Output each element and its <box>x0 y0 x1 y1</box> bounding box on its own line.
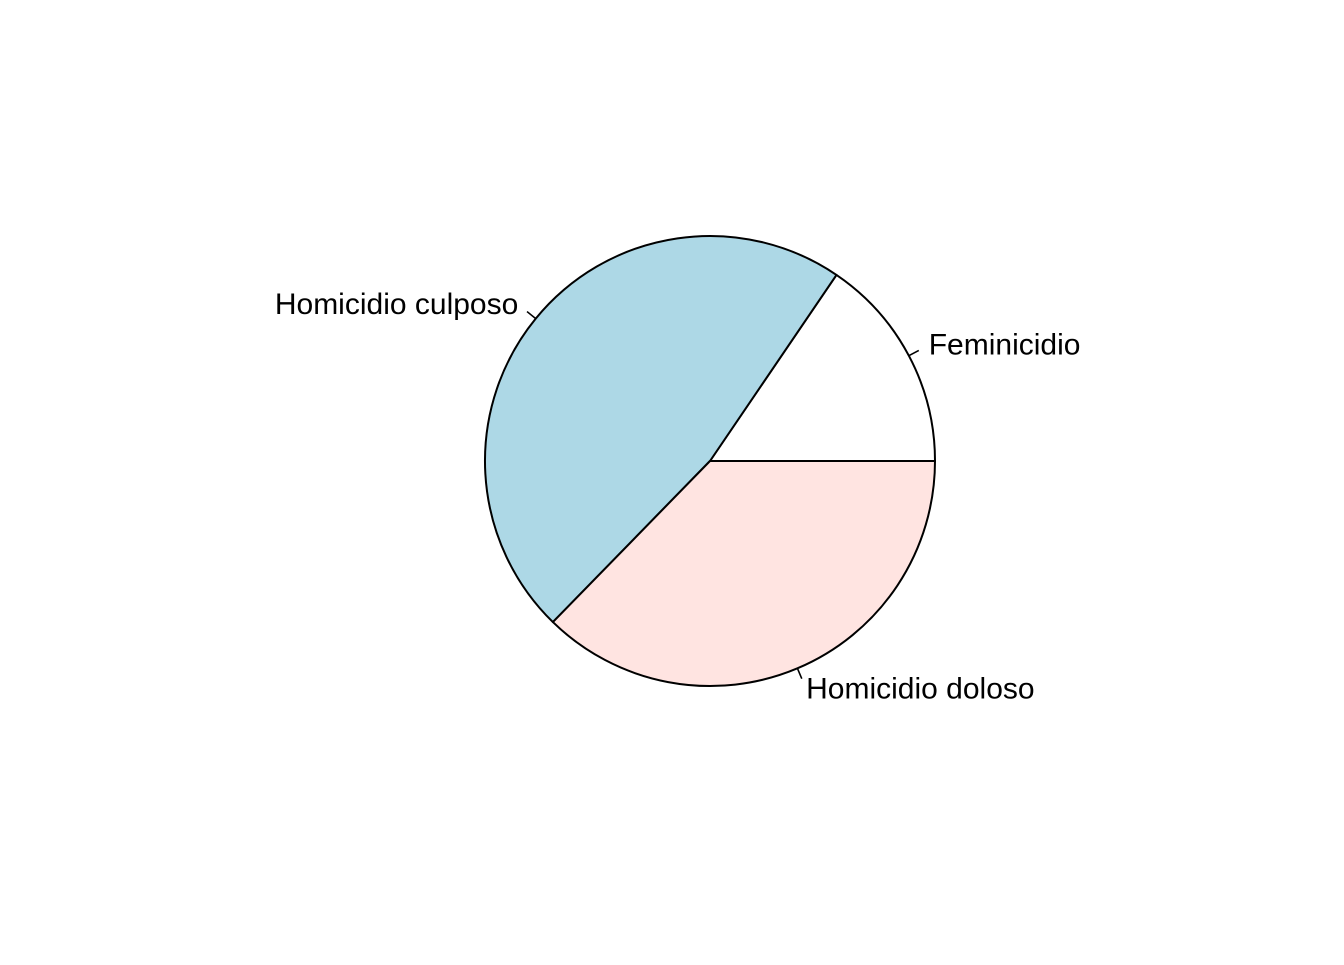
labels-layer: Feminicidio Homicidio culposo Homicidio do… <box>275 288 1081 706</box>
slice-label-feminicidio: Feminicidio <box>929 329 1081 362</box>
pie-slice-homicidio-doloso <box>551 460 936 687</box>
slices-layer <box>484 234 936 687</box>
label-ticks-layer <box>526 310 920 680</box>
pie-slice-feminicidio <box>709 273 936 462</box>
label-tick-feminicidio <box>908 349 920 357</box>
label-tick-homicidio-doloso <box>796 668 803 680</box>
label-tick-homicidio-culposo <box>526 310 537 320</box>
slice-label-homicidio-culposo: Homicidio culposo <box>275 288 518 321</box>
slice-label-homicidio-doloso: Homicidio doloso <box>806 673 1034 706</box>
